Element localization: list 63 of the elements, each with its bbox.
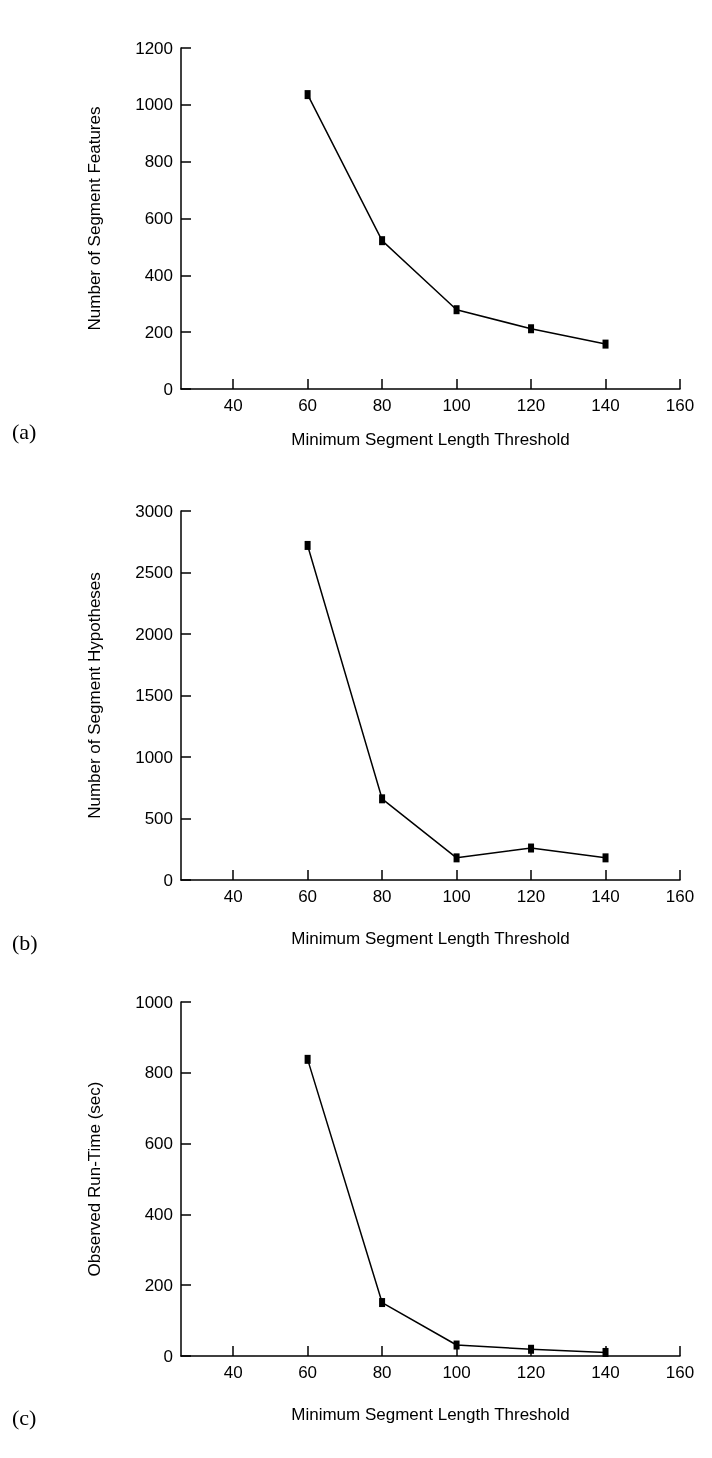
x-tick-label: 60 xyxy=(298,1363,318,1382)
text: (c) xyxy=(12,1404,37,1430)
y-tick-label: 1000 xyxy=(135,95,173,115)
point xyxy=(379,794,386,804)
y-tick-label: 800 xyxy=(144,152,173,172)
x-tick-label: 80 xyxy=(372,887,392,906)
y-tick-label: 200 xyxy=(144,1275,173,1295)
x-tick-label: 160 xyxy=(665,396,695,415)
point xyxy=(528,843,535,853)
point xyxy=(528,324,535,334)
point xyxy=(379,1298,386,1308)
x-axis-title: Minimum Segment Length Threshold xyxy=(291,1405,570,1424)
point xyxy=(379,236,386,246)
point xyxy=(453,1340,460,1350)
x-tick-label: 80 xyxy=(372,396,392,415)
y-axis-title: Number of Segment Features xyxy=(85,106,104,331)
point xyxy=(304,540,311,550)
text: (b) xyxy=(12,929,38,955)
y-tick-label: 0 xyxy=(163,1346,173,1366)
y-axis-title: Number of Segment Hypotheses xyxy=(85,572,104,819)
y-tick-label: 600 xyxy=(144,209,173,228)
point xyxy=(304,1054,311,1064)
x-tick-label: 100 xyxy=(442,1363,471,1382)
point xyxy=(453,853,460,863)
x-tick-label: 60 xyxy=(298,887,318,906)
x-tick-label: 60 xyxy=(298,396,318,415)
x-tick-label: 40 xyxy=(223,887,243,906)
y-tick-label: 400 xyxy=(144,1204,173,1224)
x-axis-title: Minimum Segment Length Threshold xyxy=(291,430,570,449)
x-tick-label: 120 xyxy=(516,396,546,415)
y-tick-label: 1200 xyxy=(135,38,173,58)
y-tick-label: 1000 xyxy=(135,992,173,1012)
x-tick-label: 140 xyxy=(591,887,620,906)
x-tick-label: 140 xyxy=(591,396,620,415)
y-tick-label: 3000 xyxy=(135,501,173,521)
x-tick-label: 40 xyxy=(223,396,243,415)
x-tick-label: 80 xyxy=(372,1363,392,1382)
point xyxy=(304,90,311,100)
x-tick-label: 140 xyxy=(591,1363,620,1382)
y-tick-label: 0 xyxy=(163,870,173,890)
x-axis-title: Minimum Segment Length Threshold xyxy=(291,929,570,948)
text: (a) xyxy=(12,418,37,444)
y-tick-label: 2000 xyxy=(135,624,173,644)
y-tick-label: 200 xyxy=(144,322,173,342)
x-tick-label: 120 xyxy=(516,1363,546,1382)
y-tick-label: 400 xyxy=(144,265,173,285)
y-tick-label: 600 xyxy=(144,1134,173,1154)
x-tick-label: 160 xyxy=(665,1363,695,1382)
point xyxy=(602,339,609,349)
point xyxy=(453,305,460,315)
y-tick-label: 800 xyxy=(144,1063,173,1083)
x-tick-label: 100 xyxy=(442,396,471,415)
y-tick-label: 1500 xyxy=(135,686,173,705)
point xyxy=(602,853,609,863)
x-tick-label: 160 xyxy=(665,887,695,906)
y-tick-label: 1000 xyxy=(135,747,173,767)
x-tick-label: 100 xyxy=(442,887,471,906)
y-tick-label: 2500 xyxy=(135,563,173,582)
y-axis-title: Observed Run-Time (sec) xyxy=(85,1081,104,1277)
x-tick-label: 120 xyxy=(516,887,546,906)
x-tick-label: 40 xyxy=(223,1363,243,1382)
y-tick-label: 500 xyxy=(144,809,173,828)
y-tick-label: 0 xyxy=(163,379,173,399)
